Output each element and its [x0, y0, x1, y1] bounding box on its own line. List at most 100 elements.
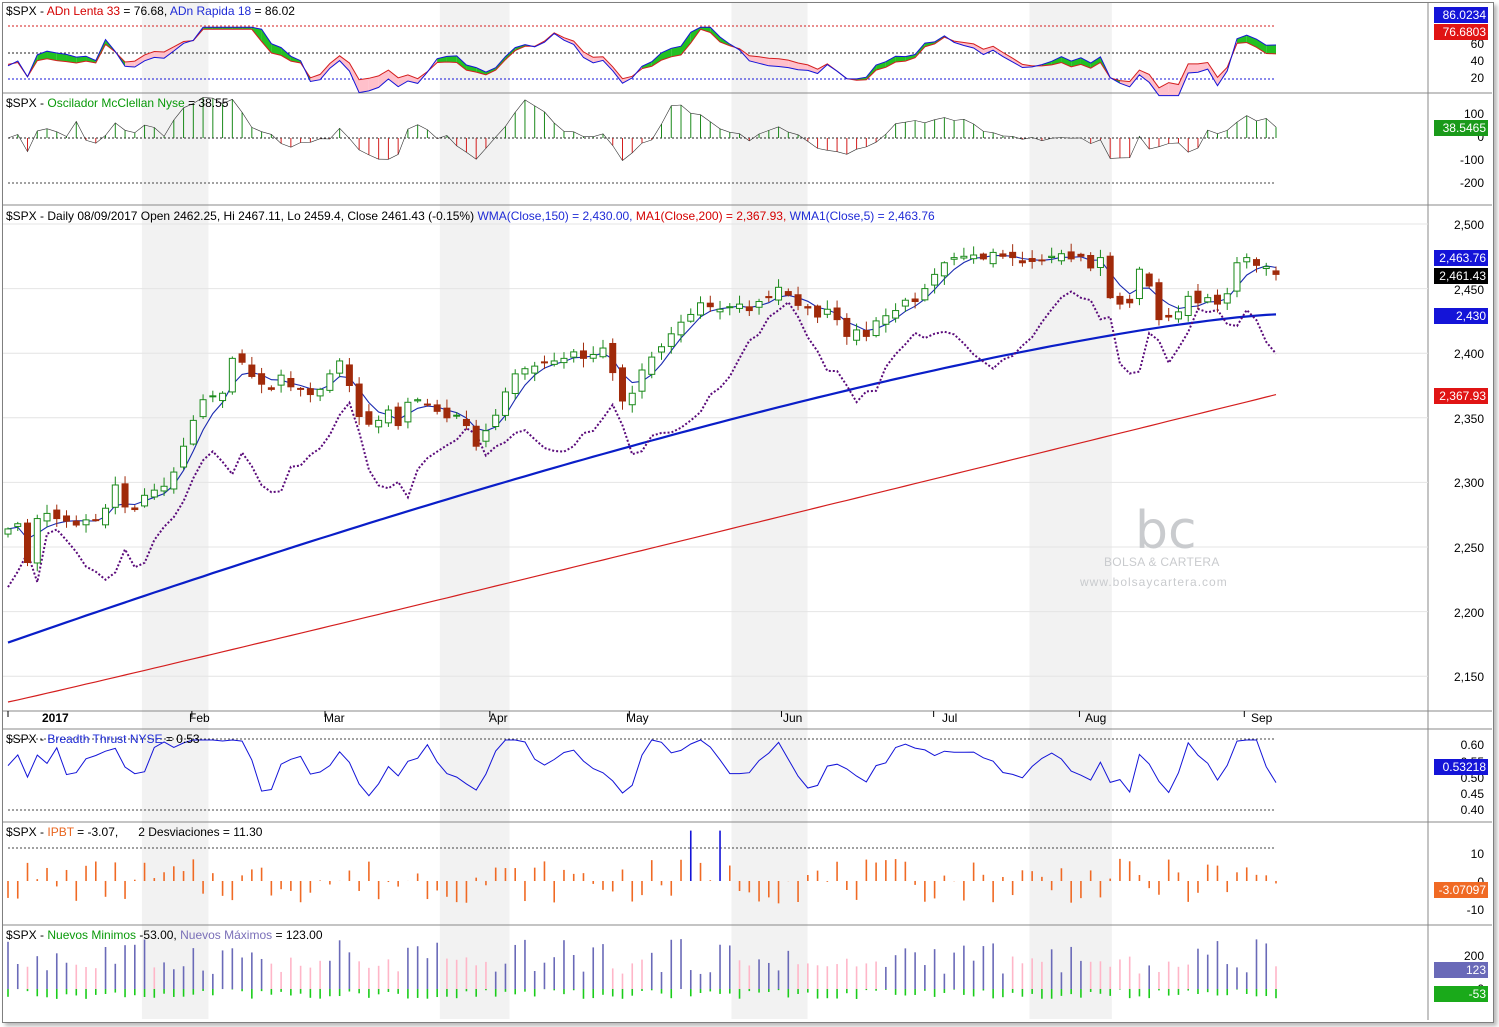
candle-body [14, 523, 22, 527]
adn-fill-segment [895, 56, 906, 63]
candle-body [892, 310, 900, 319]
adn-fill-segment [1178, 63, 1189, 96]
mcclellan-line [7, 97, 1277, 161]
candle-body [492, 414, 500, 428]
adn-fill-segment [1129, 70, 1140, 87]
candle-body [618, 367, 626, 402]
nm-axis-200: 200 [1463, 949, 1484, 963]
new-lows-tag: -53 [1434, 986, 1488, 1002]
month-2017: 2017 [42, 711, 69, 725]
adn-fill-segment [125, 61, 135, 68]
adn-rapida-label: ADn Rapida 18 [169, 4, 252, 18]
mcclellan-header: $SPX - Oscilador McClellan Nyse = 38.55 [6, 96, 229, 110]
candle-body [443, 407, 451, 419]
candle-body [472, 425, 480, 447]
candle-body [1038, 259, 1046, 262]
month-mar: Mar [324, 711, 345, 725]
breadth-thrust-line [7, 739, 1277, 797]
new-lows-label: Nuevos Minimos [47, 928, 137, 942]
candle-body [306, 388, 314, 396]
adn-fill-segment [681, 32, 691, 55]
adn-lenta-tag: 76.6803 [1434, 24, 1488, 40]
candle-body [901, 299, 909, 307]
adn-fill-segment [154, 51, 165, 59]
candle-body [511, 373, 519, 394]
ma200-label: MA1(Close,200) = 2,367.93, [635, 209, 787, 223]
adn-axis-60: 60 [1470, 37, 1484, 51]
candle-body [570, 351, 578, 358]
candle-body [462, 418, 470, 427]
adn-fill-segment [339, 55, 350, 71]
candle-body [1018, 260, 1026, 264]
ipbt-tag: -3.07097 [1434, 882, 1488, 898]
candle-body [716, 308, 724, 313]
adn-fill-segment [476, 67, 486, 75]
adn-fill-segment [1119, 80, 1130, 87]
candle-body [794, 294, 802, 306]
month-band-2 [731, 3, 808, 1019]
adn-fill-segment [710, 27, 721, 43]
adn-header: $SPX - ADn Lenta 33 = 76.68, ADn Rapida … [6, 4, 295, 18]
adn-fill-segment [1080, 57, 1091, 69]
candle-body [1165, 314, 1173, 318]
candle-body [287, 377, 295, 388]
adn-fill-segment [1149, 74, 1159, 96]
candle-body [199, 399, 207, 418]
adn-rapida-tag: 86.0234 [1434, 7, 1488, 23]
candle-body [453, 414, 461, 417]
candle-body [267, 387, 275, 390]
adn-fill-segment [456, 55, 467, 71]
adn-fill-segment [778, 58, 789, 68]
candle-body [687, 313, 695, 322]
price-axis-2150: 2,150 [1453, 670, 1484, 684]
adn-fill-segment [915, 43, 925, 58]
watermark-logo: bc [1135, 501, 1197, 561]
candle-body [1106, 255, 1114, 299]
adn-fill-segment [1207, 62, 1218, 86]
candle-body [979, 253, 987, 260]
new-highs-tag: 123 [1434, 962, 1488, 978]
mcc-axis-m100: -100 [1459, 153, 1484, 167]
candle-body [775, 286, 783, 301]
adn-rapida-line [7, 26, 1277, 97]
candle-body [121, 483, 129, 508]
candle-body [1272, 270, 1280, 275]
adn-fill-segment [1139, 70, 1150, 83]
candle-body [658, 346, 666, 353]
candle-body [960, 255, 968, 259]
candle-body [540, 361, 548, 364]
candle-body [706, 302, 714, 308]
adn-fill-segment [749, 55, 760, 64]
candle-body [141, 494, 149, 507]
candle-body [365, 411, 373, 425]
candle-body [999, 253, 1007, 257]
price-header: $SPX - Daily 08/09/2017 Open 2462.25, Hi… [6, 209, 935, 223]
adn-fill-segment [593, 56, 603, 63]
candle-body [1262, 266, 1270, 270]
candle-body [726, 306, 734, 309]
candle-body [1077, 253, 1085, 257]
candle-body [423, 403, 431, 406]
candle-body [53, 509, 61, 520]
candle-body [1126, 298, 1134, 304]
month-may: May [626, 711, 649, 725]
candle-body [316, 388, 324, 397]
adn-fill-segment [144, 51, 155, 61]
adn-fill-segment [446, 55, 457, 63]
price-axis-2300: 2,300 [1453, 476, 1484, 490]
wma150-tag: 2,430 [1434, 308, 1488, 324]
candle-body [189, 419, 197, 445]
adn-fill-segment [1188, 63, 1198, 73]
adn-fill-segment [563, 37, 574, 45]
candle-body [297, 387, 305, 390]
candle-body [501, 391, 509, 416]
candle-body [404, 401, 412, 423]
adn-fill-segment [885, 56, 896, 68]
bt-axis-060: 0.60 [1460, 738, 1484, 752]
candle-body [258, 373, 266, 385]
adn-fill-segment [349, 62, 360, 93]
candle-body [1252, 259, 1260, 266]
candle-body [521, 368, 529, 375]
candle-body [940, 262, 948, 277]
